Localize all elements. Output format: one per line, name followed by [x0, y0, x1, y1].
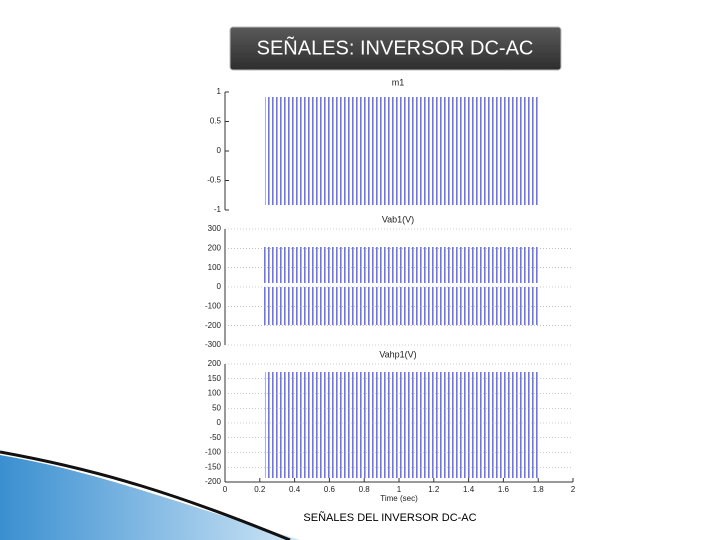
waveform: [265, 97, 540, 205]
x-tick-label: 1.4: [463, 485, 475, 494]
slide-title: SEÑALES: INVERSOR DC-AC: [257, 35, 534, 59]
y-tick-label: 0: [217, 282, 222, 291]
y-tick-label: -1: [214, 205, 222, 214]
plot-title: m1: [392, 77, 405, 87]
y-tick-label: 300: [208, 224, 222, 233]
y-tick-label: 0: [217, 146, 222, 155]
x-tick-label: 2: [571, 485, 576, 494]
caption: SEÑALES DEL INVERSOR DC-AC: [303, 511, 476, 524]
y-tick-label: 150: [208, 374, 222, 383]
waveform: [263, 247, 540, 283]
x-axis-label: Time (sec): [380, 494, 418, 503]
y-tick-label: 0.5: [210, 117, 222, 126]
x-tick-label: 0.2: [254, 485, 266, 494]
x-tick-label: 0.4: [289, 485, 301, 494]
x-tick-label: 1.8: [533, 485, 545, 494]
title-box: [229, 26, 562, 71]
y-tick-label: -50: [209, 433, 221, 442]
y-tick-label: 200: [208, 359, 222, 368]
y-tick-label: -100: [205, 448, 222, 457]
x-tick-label: 0: [223, 485, 228, 494]
waveform: [265, 372, 540, 478]
plot-title: Vahp1(V): [379, 349, 416, 359]
x-tick-label: 1: [397, 485, 402, 494]
waveform: [263, 287, 540, 325]
y-tick-label: 100: [208, 263, 222, 272]
decor-line: [0, 450, 291, 540]
y-tick-label: -100: [205, 301, 222, 310]
y-tick-label: -150: [205, 462, 222, 471]
decor-swoosh: [0, 455, 300, 540]
x-tick-label: 1.6: [498, 485, 510, 494]
y-tick-label: 0: [217, 418, 222, 427]
y-tick-label: 1: [217, 87, 222, 96]
y-tick-label: -0.5: [207, 176, 221, 185]
x-tick-label: 0.6: [324, 485, 336, 494]
y-tick-label: 200: [208, 243, 222, 252]
y-tick-label: 100: [208, 389, 222, 398]
y-tick-label: -200: [205, 321, 222, 330]
plot-title: Vab1(V): [382, 214, 414, 224]
x-tick-label: 0.8: [359, 485, 371, 494]
y-tick-label: 50: [212, 403, 221, 412]
y-tick-label: -300: [205, 340, 222, 349]
x-tick-label: 1.2: [428, 485, 440, 494]
y-tick-label: -200: [205, 477, 222, 486]
